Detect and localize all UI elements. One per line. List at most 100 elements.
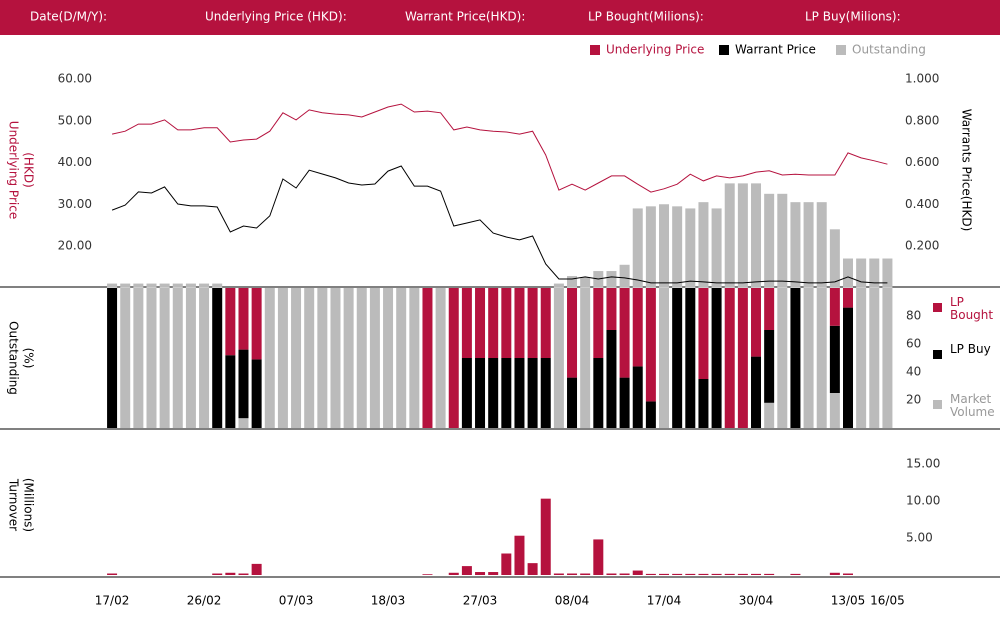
bar-segment — [435, 288, 446, 428]
bar-segment — [856, 288, 867, 428]
bar — [737, 183, 748, 288]
bar — [632, 208, 643, 288]
header-label: LP Bought(Milions): — [588, 10, 704, 24]
y-tick-label: 60.00 — [58, 72, 92, 86]
bar — [724, 573, 735, 575]
bar — [659, 573, 670, 575]
bar-segment — [553, 288, 564, 428]
bar — [527, 563, 538, 575]
bar-segment — [698, 288, 709, 379]
bar-segment — [475, 288, 486, 358]
bar — [619, 573, 630, 575]
bar-segment — [251, 288, 262, 360]
bar-segment — [619, 288, 630, 378]
bar-segment — [277, 288, 288, 428]
bar-segment — [790, 288, 801, 428]
bar — [645, 206, 656, 288]
bar — [672, 206, 683, 288]
bar-segment — [540, 288, 551, 358]
bar-segment — [829, 288, 840, 326]
bar-segment — [527, 288, 538, 358]
legend-label: Warrant Price — [735, 43, 816, 57]
bar-segment — [751, 288, 762, 357]
bar-segment — [567, 288, 578, 378]
bar-segment — [843, 307, 854, 428]
bar-segment — [120, 288, 131, 428]
bar — [698, 573, 709, 575]
x-tick-label: 17/02 — [95, 594, 130, 608]
header-label: Underlying Price (HKD): — [205, 10, 347, 24]
bar-segment — [317, 288, 328, 428]
bar-segment — [882, 288, 893, 428]
y2-tick-label: 0.600 — [905, 155, 939, 169]
bar-segment — [659, 288, 670, 428]
bar — [711, 208, 722, 288]
bar — [553, 283, 564, 288]
bar — [461, 566, 472, 575]
bar — [225, 572, 236, 575]
x-tick-label: 26/02 — [187, 594, 222, 608]
bar-segment — [514, 358, 525, 428]
bar — [185, 283, 196, 288]
legend-swatch — [933, 350, 942, 359]
bar — [107, 283, 118, 288]
header-label: Warrant Price(HKD): — [405, 10, 525, 24]
bar-segment — [212, 288, 223, 428]
bar-segment — [829, 393, 840, 428]
y-tick-label: 50.00 — [58, 113, 92, 127]
bar — [829, 572, 840, 575]
bar-segment — [501, 358, 512, 428]
bar-segment — [764, 288, 775, 330]
bar — [580, 573, 591, 575]
bar — [790, 573, 801, 575]
x-tick-label: 17/04 — [647, 594, 682, 608]
header-label: Date(D/M/Y): — [30, 10, 107, 24]
x-tick-label: 27/03 — [463, 594, 498, 608]
bar-segment — [185, 288, 196, 428]
y2-tick-label: 0.200 — [905, 239, 939, 253]
bar-segment — [632, 366, 643, 428]
x-tick-label: 16/05 — [870, 594, 905, 608]
bar — [212, 573, 223, 575]
bar — [645, 573, 656, 575]
bar — [422, 574, 433, 575]
bar-segment — [133, 288, 144, 428]
bar — [159, 283, 170, 288]
bar-segment — [146, 288, 157, 428]
bar-segment — [593, 288, 604, 358]
legend-label: Outstanding — [852, 43, 926, 57]
bar-segment — [461, 288, 472, 358]
bar-segment — [199, 288, 210, 428]
bar-segment — [777, 288, 788, 428]
bar — [606, 271, 617, 288]
bar — [133, 283, 144, 288]
bar — [829, 229, 840, 288]
bar-segment — [619, 377, 630, 428]
bar-segment — [107, 288, 118, 428]
bar — [764, 193, 775, 288]
bar — [475, 572, 486, 575]
y-axis-title: Turnover — [7, 478, 21, 531]
bar — [619, 264, 630, 288]
bar-segment — [567, 377, 578, 428]
y-tick-label: 15.00 — [906, 456, 940, 470]
bar-segment — [843, 288, 854, 308]
y-tick-label: 80 — [906, 309, 921, 323]
y-tick-label: 20.00 — [58, 239, 92, 253]
bar — [869, 258, 880, 288]
legend-swatch — [590, 45, 600, 55]
y2-axis-title: Warrants Price(HKD) — [960, 109, 974, 232]
bar-segment — [369, 288, 380, 428]
bar-segment — [238, 288, 249, 350]
bar-segment — [632, 288, 643, 367]
y-tick-label: 10.00 — [906, 493, 940, 507]
bar — [724, 183, 735, 288]
legend-swatch — [933, 303, 942, 312]
y-axis-title: (%) — [22, 348, 36, 369]
bar-segment — [264, 288, 275, 428]
y-axis-title: Outstanding — [7, 321, 21, 395]
x-tick-label: 07/03 — [279, 594, 314, 608]
y-tick-label: 40 — [906, 365, 921, 379]
